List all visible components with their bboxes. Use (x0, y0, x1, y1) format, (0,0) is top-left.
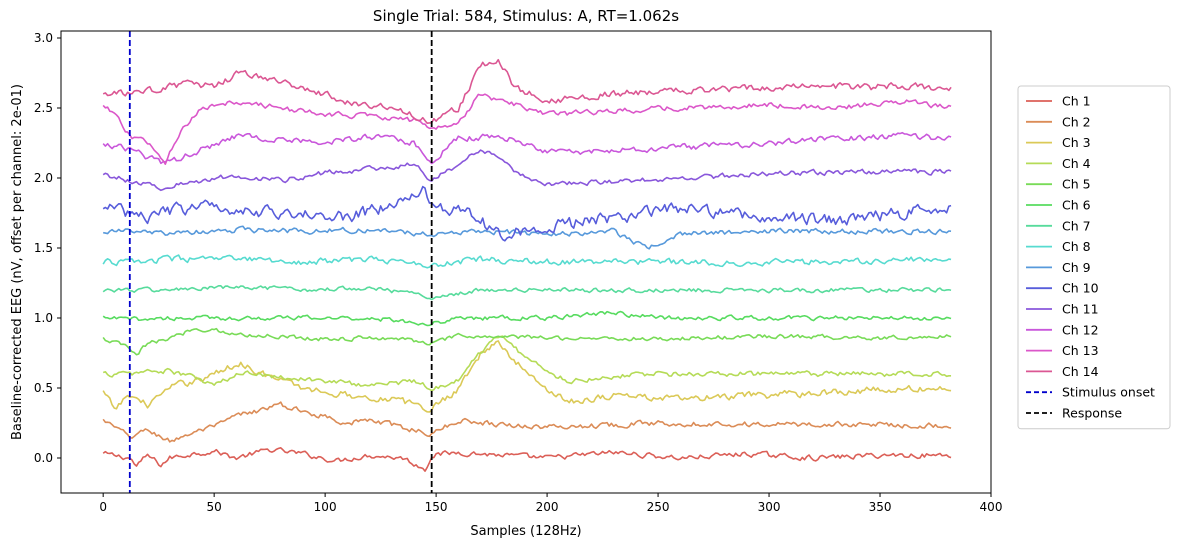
plot-frame (60, 30, 992, 494)
y-axis: 0.0 0.5 1.0 1.5 2.0 2.5 3.0 (34, 31, 61, 465)
legend-label: Ch 13 (1062, 343, 1099, 358)
series-line-ch-14 (102, 58, 952, 125)
series-line-ch-5 (102, 327, 952, 356)
x-tick-label: 200 (536, 500, 559, 514)
y-tick-label: 2.0 (34, 171, 53, 185)
y-tick-label: 2.5 (34, 101, 53, 115)
x-tick-label: 350 (869, 500, 892, 514)
legend-label: Ch 8 (1062, 239, 1091, 254)
series-line-ch-13 (102, 93, 952, 165)
chart-title: Single Trial: 584, Stimulus: A, RT=1.062… (373, 7, 679, 25)
y-tick-label: 1.0 (34, 311, 53, 325)
x-tick-label: 400 (980, 500, 1003, 514)
legend-label: Ch 1 (1062, 94, 1091, 109)
legend-label: Ch 5 (1062, 177, 1091, 192)
legend-label: Ch 12 (1062, 322, 1099, 337)
legend-label: Ch 4 (1062, 156, 1091, 171)
legend-label: Response (1062, 406, 1122, 421)
series-line-ch-9 (103, 225, 952, 250)
x-tick-label: 250 (647, 500, 670, 514)
series-line-ch-8 (102, 254, 952, 269)
legend: Ch 1 Ch 2 Ch 3 Ch 4 Ch 5 Ch 6 Ch 7 Ch 8 Ch 9 Ch 1… (1017, 85, 1171, 430)
x-axis: 0 50 100 150 200 250 300 350 400 (99, 493, 1002, 514)
series-line-ch-3 (102, 340, 952, 413)
series-line-ch-6 (102, 310, 952, 327)
x-tick-label: 50 (207, 500, 222, 514)
legend-label: Ch 14 (1062, 364, 1099, 379)
series-line-ch-7 (102, 284, 952, 301)
legend-label: Ch 9 (1062, 260, 1091, 275)
series-line-ch-11 (102, 149, 952, 192)
plot-area (102, 58, 952, 472)
legend-label: Ch 11 (1062, 302, 1099, 317)
y-tick-label: 1.5 (34, 241, 53, 255)
y-tick-label: 3.0 (34, 31, 53, 45)
legend-label: Ch 3 (1062, 135, 1091, 150)
y-tick-label: 0.0 (34, 451, 53, 465)
legend-label: Ch 7 (1062, 218, 1091, 233)
series-line-ch-1 (102, 447, 952, 472)
legend-label: Ch 10 (1062, 281, 1099, 296)
x-tick-label: 0 (99, 500, 107, 514)
event-markers (128, 31, 433, 493)
x-axis-label: Samples (128Hz) (470, 524, 581, 539)
x-tick-label: 150 (425, 500, 448, 514)
y-tick-label: 0.5 (34, 381, 53, 395)
legend-label: Ch 6 (1062, 198, 1091, 213)
legend-label: Stimulus onset (1062, 385, 1155, 400)
legend-label: Ch 2 (1062, 114, 1091, 129)
series-line-ch-2 (102, 401, 952, 443)
x-tick-label: 100 (314, 500, 337, 514)
legend-box (1017, 85, 1171, 430)
series-line-ch-10 (102, 185, 952, 242)
series-line-ch-12 (102, 131, 952, 165)
series-line-ch-4 (102, 335, 952, 392)
y-axis-label: Baseline-corrected EEG (nV, offset per c… (10, 84, 25, 440)
x-tick-label: 300 (758, 500, 781, 514)
